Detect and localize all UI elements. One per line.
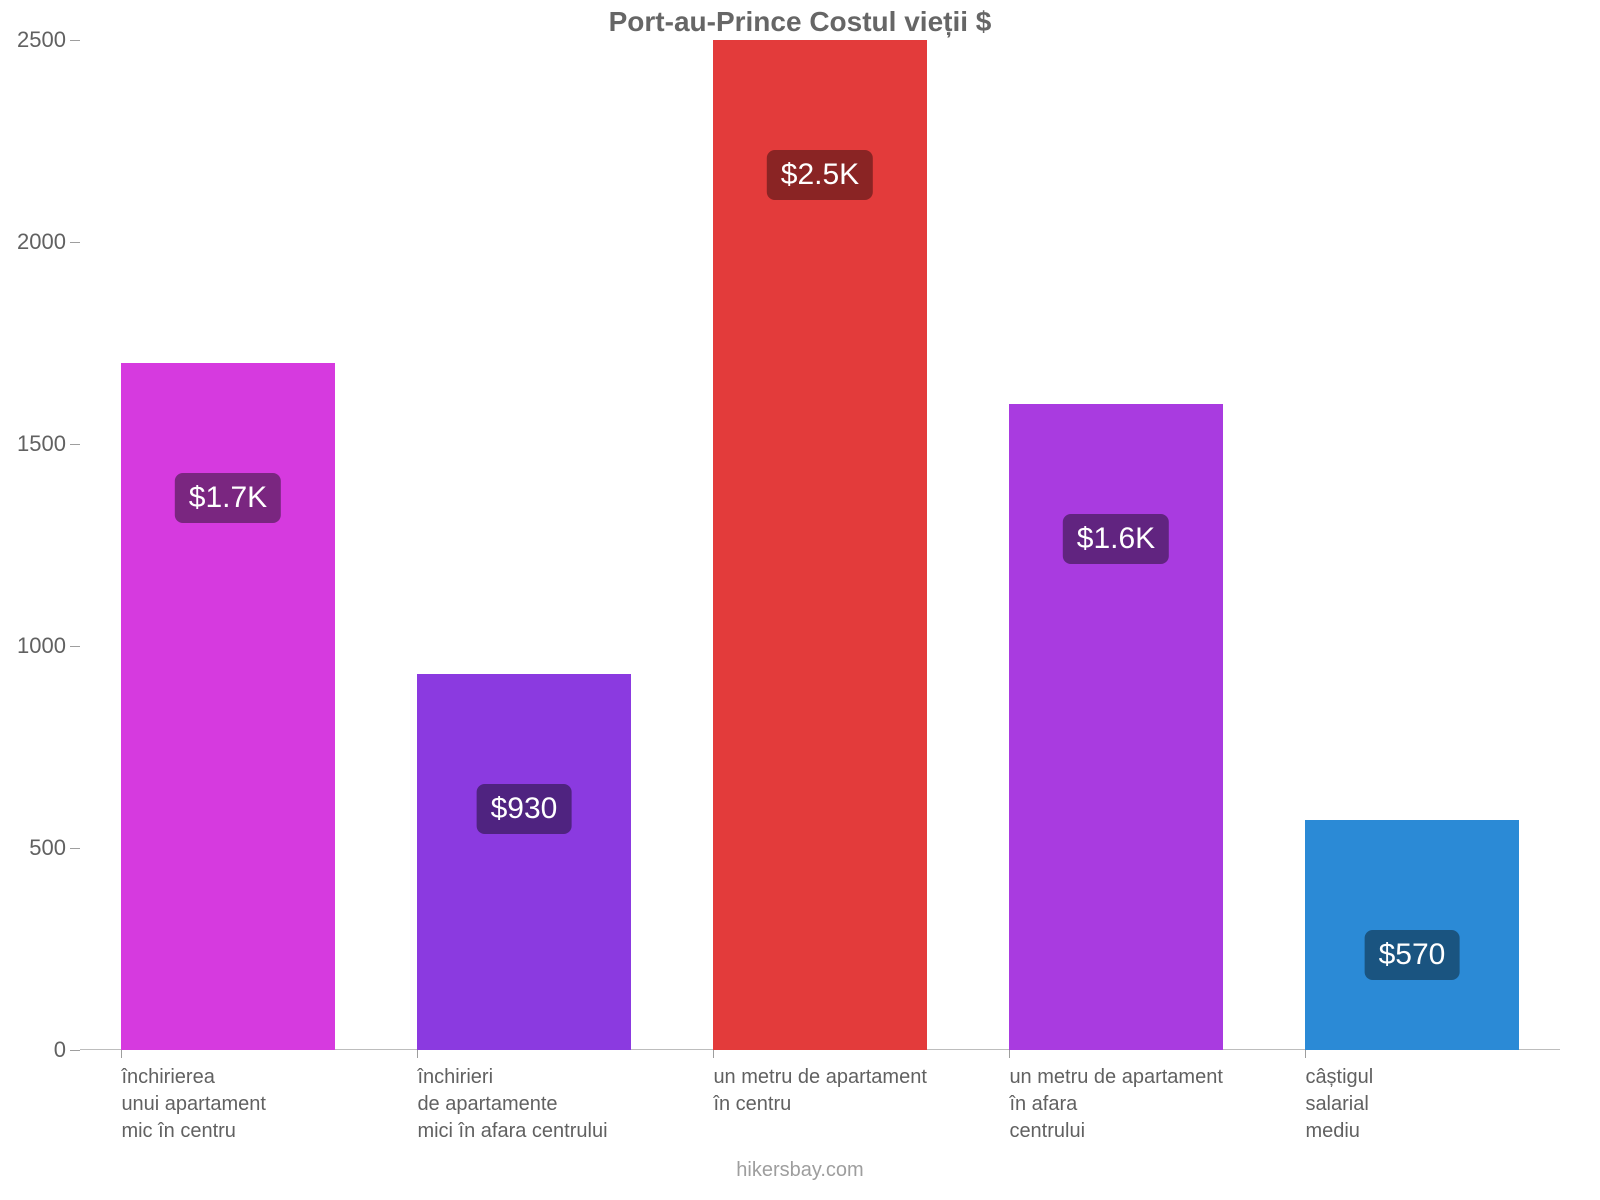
plot-area: 05001000150020002500$1.7Kînchiriereaunui…	[80, 40, 1560, 1050]
bar: $570	[1305, 820, 1518, 1050]
bar: $930	[417, 674, 630, 1050]
x-label: închiriereaunui apartamentmic în centru	[121, 1050, 411, 1145]
value-badge: $570	[1365, 930, 1460, 980]
value-badge: $1.6K	[1063, 514, 1169, 564]
bar: $1.6K	[1009, 404, 1222, 1050]
y-tick-label: 2000	[17, 229, 80, 255]
y-tick-label: 1000	[17, 633, 80, 659]
y-tick-label: 2500	[17, 27, 80, 53]
value-badge: $1.7K	[175, 473, 281, 523]
x-label: câștigulsalarialmediu	[1305, 1050, 1595, 1145]
chart-title: Port-au-Prince Costul vieții $	[0, 6, 1600, 38]
x-label: închirieride apartamentemici în afara ce…	[417, 1050, 707, 1145]
bar: $1.7K	[121, 363, 334, 1050]
value-badge: $930	[477, 784, 572, 834]
bar: $2.5K	[713, 40, 926, 1050]
y-tick-label: 1500	[17, 431, 80, 457]
y-tick-label: 500	[29, 835, 80, 861]
x-label: un metru de apartamentîn afaracentrului	[1009, 1050, 1299, 1145]
y-tick-label: 0	[54, 1037, 80, 1063]
chart-container: Port-au-Prince Costul vieții $ 050010001…	[0, 0, 1600, 1200]
x-label: un metru de apartamentîn centru	[713, 1050, 1003, 1118]
value-badge: $2.5K	[767, 150, 873, 200]
attribution-text: hikersbay.com	[0, 1159, 1600, 1182]
